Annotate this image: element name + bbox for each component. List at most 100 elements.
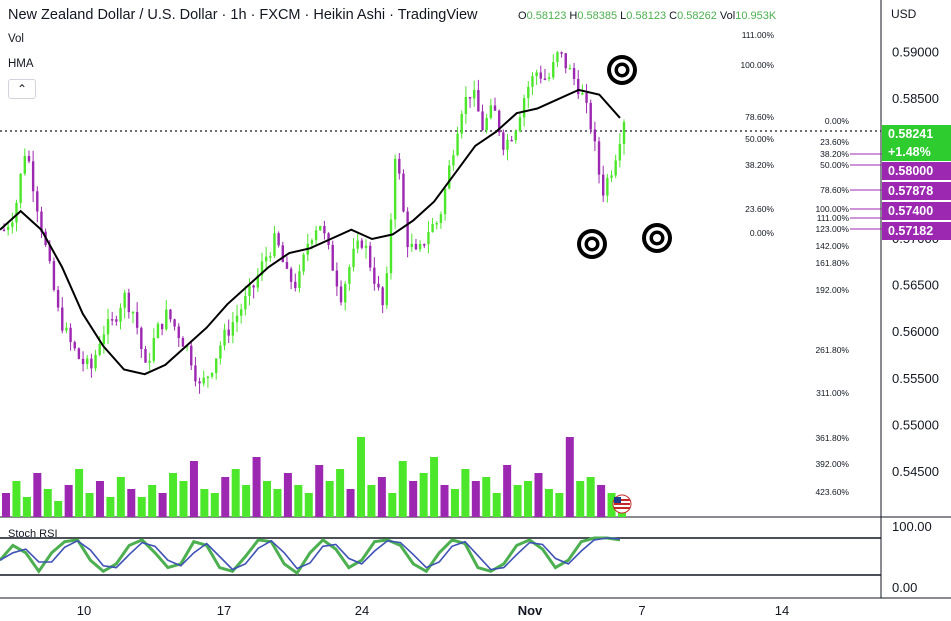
stoch-rsi-label[interactable]: Stoch RSI: [8, 528, 58, 540]
candle: [564, 53, 567, 69]
stoch-tick-label: 100.00: [892, 519, 932, 534]
candle: [593, 129, 597, 142]
candle: [15, 202, 18, 223]
hma-indicator-label[interactable]: HMA: [8, 58, 34, 70]
candle: [456, 133, 459, 156]
volume-bar: [95, 481, 104, 517]
candle: [473, 90, 476, 99]
candle: [547, 77, 551, 79]
fib-level-label: 78.60%: [820, 185, 849, 195]
volume-bar: [461, 469, 470, 517]
volume-bar: [607, 493, 616, 517]
vol-indicator-label[interactable]: Vol: [8, 33, 24, 45]
stoch-d-line: [0, 537, 621, 571]
date-tick-label: 10: [77, 603, 91, 618]
candle: [289, 268, 293, 282]
date-tick-label: 14: [775, 603, 789, 618]
target-icon: [642, 223, 672, 253]
fib-level-label: 192.00%: [815, 285, 849, 295]
candle: [294, 281, 297, 289]
candle: [352, 248, 355, 268]
fib-level-label: 361.80%: [815, 433, 849, 443]
candle: [373, 267, 376, 284]
candle: [277, 233, 280, 246]
candle: [252, 285, 255, 288]
candle: [514, 131, 518, 141]
volume-bar: [430, 457, 439, 517]
target-icon: [607, 55, 637, 85]
volume-bar: [75, 469, 84, 517]
candle: [281, 245, 284, 263]
candle: [52, 261, 56, 290]
candle: [127, 292, 131, 313]
volume-bar: [419, 473, 428, 517]
fib-level-label: 38.20%: [745, 160, 774, 170]
candle: [69, 327, 72, 343]
volume-bar: [544, 489, 553, 517]
fib-level-label: 0.00%: [825, 116, 850, 126]
candle: [497, 110, 501, 133]
volume-bar: [200, 489, 209, 517]
volume-bar: [252, 457, 261, 517]
candle: [61, 307, 64, 331]
volume-bar: [64, 485, 73, 517]
candle: [140, 327, 143, 350]
fib-level-label: 261.80%: [815, 345, 849, 355]
candle: [190, 345, 193, 366]
volume-bar: [242, 485, 251, 517]
candle: [65, 327, 68, 331]
candle: [389, 219, 393, 274]
volume-bar: [263, 481, 272, 517]
price-tick-label: 0.55500: [892, 371, 939, 386]
fib-price-tag: 0.57182: [882, 222, 951, 240]
ohlc-close-key: C: [669, 10, 678, 22]
candle: [568, 67, 572, 70]
candle: [618, 144, 622, 161]
candle: [231, 322, 235, 336]
volume-bar: [85, 493, 94, 517]
candle: [427, 232, 430, 245]
currency-label: USD: [891, 7, 917, 21]
volume-bar: [54, 501, 63, 517]
candle: [622, 122, 626, 145]
candle: [506, 139, 509, 150]
candle: [27, 155, 31, 162]
volume-bar: [33, 473, 42, 517]
candle: [40, 211, 43, 232]
volume-bar: [116, 477, 125, 517]
volume-bar: [471, 481, 480, 517]
candle: [310, 240, 314, 244]
ohlc-low-key: L: [620, 10, 627, 22]
volume-bar: [503, 465, 512, 517]
candle: [368, 245, 372, 268]
candle: [423, 244, 426, 246]
volume-bar: [513, 485, 522, 517]
volume-bar: [127, 489, 136, 517]
candle: [485, 117, 488, 131]
candle: [106, 319, 110, 335]
volume-bar: [22, 497, 31, 517]
volume-bar: [440, 485, 449, 517]
stoch-tick-label: 0.00: [892, 580, 917, 595]
symbol-title[interactable]: New Zealand Dollar / U.S. Dollar · 1h · …: [8, 7, 478, 23]
candle: [19, 173, 22, 203]
volume-bar: [482, 477, 491, 517]
volume-bar: [12, 481, 21, 517]
candle: [77, 348, 81, 359]
volume-bar: [409, 481, 418, 517]
candle: [152, 338, 155, 361]
us-flag-icon[interactable]: [612, 494, 632, 514]
collapse-legend-button[interactable]: ⌃: [8, 79, 36, 99]
candle: [406, 211, 409, 248]
volume-bar: [137, 497, 146, 517]
candle: [464, 97, 468, 114]
candle: [410, 243, 413, 248]
fib-price-tag: 0.57878: [882, 182, 951, 200]
candle: [119, 307, 122, 322]
fib-level-label: 100.00%: [740, 60, 774, 70]
ohlc-low-value: 0.58123: [626, 10, 667, 22]
fib-level-label: 100.00%: [815, 204, 849, 214]
candle: [344, 283, 347, 303]
candle: [518, 117, 522, 132]
